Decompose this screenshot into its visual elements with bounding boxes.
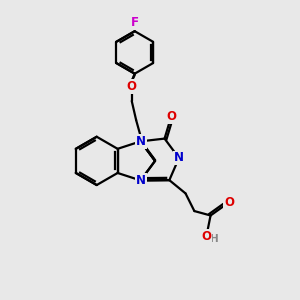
Text: O: O (201, 230, 211, 243)
Text: N: N (174, 152, 184, 164)
Text: O: O (224, 196, 234, 209)
Text: H: H (210, 234, 219, 244)
Text: O: O (166, 110, 176, 123)
Text: F: F (131, 16, 139, 29)
Text: N: N (136, 174, 146, 187)
Text: O: O (127, 80, 137, 93)
Text: N: N (136, 135, 146, 148)
